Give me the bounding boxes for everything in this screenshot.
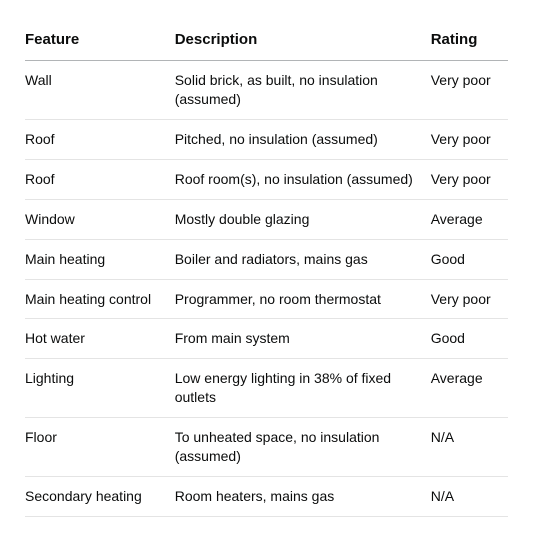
table-row: Roof Roof room(s), no insulation (assume… xyxy=(25,159,508,199)
table-row: Main heating control Programmer, no room… xyxy=(25,279,508,319)
cell-feature: Lighting xyxy=(25,359,175,418)
table-row: Window Mostly double glazing Average xyxy=(25,199,508,239)
col-header-rating: Rating xyxy=(431,20,508,61)
cell-rating: Very poor xyxy=(431,159,508,199)
col-header-description: Description xyxy=(175,20,431,61)
cell-rating: N/A xyxy=(431,476,508,516)
cell-feature: Roof xyxy=(25,159,175,199)
cell-description: Solid brick, as built, no insulation (as… xyxy=(175,61,431,120)
table-row: Hot water From main system Good xyxy=(25,319,508,359)
cell-description: To unheated space, no insulation (assume… xyxy=(175,418,431,477)
table-row: Floor To unheated space, no insulation (… xyxy=(25,418,508,477)
cell-rating: Average xyxy=(431,199,508,239)
cell-rating: Good xyxy=(431,239,508,279)
cell-feature: Window xyxy=(25,199,175,239)
cell-description: Boiler and radiators, mains gas xyxy=(175,239,431,279)
table-row: Wall Solid brick, as built, no insulatio… xyxy=(25,61,508,120)
features-table: Feature Description Rating Wall Solid br… xyxy=(25,20,508,517)
cell-rating: Good xyxy=(431,319,508,359)
cell-feature: Floor xyxy=(25,418,175,477)
cell-description: Programmer, no room thermostat xyxy=(175,279,431,319)
cell-feature: Secondary heating xyxy=(25,476,175,516)
cell-feature: Main heating xyxy=(25,239,175,279)
table-row: Roof Pitched, no insulation (assumed) Ve… xyxy=(25,120,508,160)
cell-rating: Very poor xyxy=(431,61,508,120)
table-row: Secondary heating Room heaters, mains ga… xyxy=(25,476,508,516)
table-row: Lighting Low energy lighting in 38% of f… xyxy=(25,359,508,418)
cell-description: Room heaters, mains gas xyxy=(175,476,431,516)
cell-feature: Main heating control xyxy=(25,279,175,319)
table-header-row: Feature Description Rating xyxy=(25,20,508,61)
table-body: Wall Solid brick, as built, no insulatio… xyxy=(25,61,508,517)
col-header-feature: Feature xyxy=(25,20,175,61)
cell-description: Pitched, no insulation (assumed) xyxy=(175,120,431,160)
cell-rating: Average xyxy=(431,359,508,418)
cell-feature: Hot water xyxy=(25,319,175,359)
cell-feature: Wall xyxy=(25,61,175,120)
cell-description: Roof room(s), no insulation (assumed) xyxy=(175,159,431,199)
cell-feature: Roof xyxy=(25,120,175,160)
cell-description: Mostly double glazing xyxy=(175,199,431,239)
table-row: Main heating Boiler and radiators, mains… xyxy=(25,239,508,279)
cell-description: From main system xyxy=(175,319,431,359)
cell-rating: Very poor xyxy=(431,279,508,319)
cell-rating: N/A xyxy=(431,418,508,477)
cell-description: Low energy lighting in 38% of fixed outl… xyxy=(175,359,431,418)
cell-rating: Very poor xyxy=(431,120,508,160)
